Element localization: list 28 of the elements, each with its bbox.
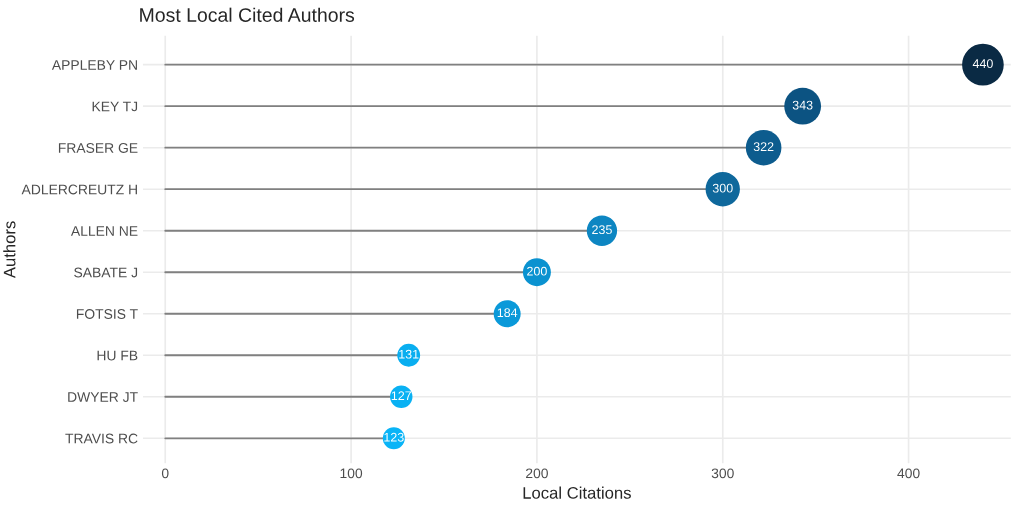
data-label: 184 (497, 308, 518, 318)
x-tick-label: 200 (526, 468, 548, 479)
y-tick-label: ADLERCREUTZ H (21, 184, 137, 195)
x-axis-title: Local Citations (523, 486, 631, 499)
x-tick-label: 100 (340, 468, 363, 479)
y-tick-label: FRASER GE (58, 143, 138, 153)
data-label: 322 (753, 142, 774, 152)
data-label: 343 (792, 100, 813, 110)
data-label: 200 (527, 266, 547, 276)
y-tick-label: APPLEBY PN (51, 60, 137, 70)
chart-title: Most Local Cited Authors (140, 7, 355, 22)
y-tick-label: TRAVIS RC (65, 433, 138, 444)
x-tick-label: 400 (897, 468, 920, 479)
data-label: 131 (399, 349, 419, 359)
data-label: 300 (712, 183, 733, 193)
y-tick-label: KEY TJ (92, 101, 138, 112)
y-axis-title: Authors (3, 221, 16, 279)
data-label: 440 (972, 59, 993, 69)
y-tick-label: SABATE J (74, 267, 138, 278)
data-label: 235 (592, 225, 612, 235)
y-tick-label: ALLEN NE (70, 226, 138, 236)
x-tick-label: 0 (161, 468, 169, 479)
y-tick-label: HU FB (97, 350, 138, 361)
data-label: 123 (384, 432, 404, 442)
y-tick-label: DWYER JT (68, 392, 138, 402)
x-tick-label: 300 (711, 468, 734, 479)
data-label: 127 (391, 391, 412, 401)
y-tick-label: FOTSIS T (76, 309, 138, 319)
